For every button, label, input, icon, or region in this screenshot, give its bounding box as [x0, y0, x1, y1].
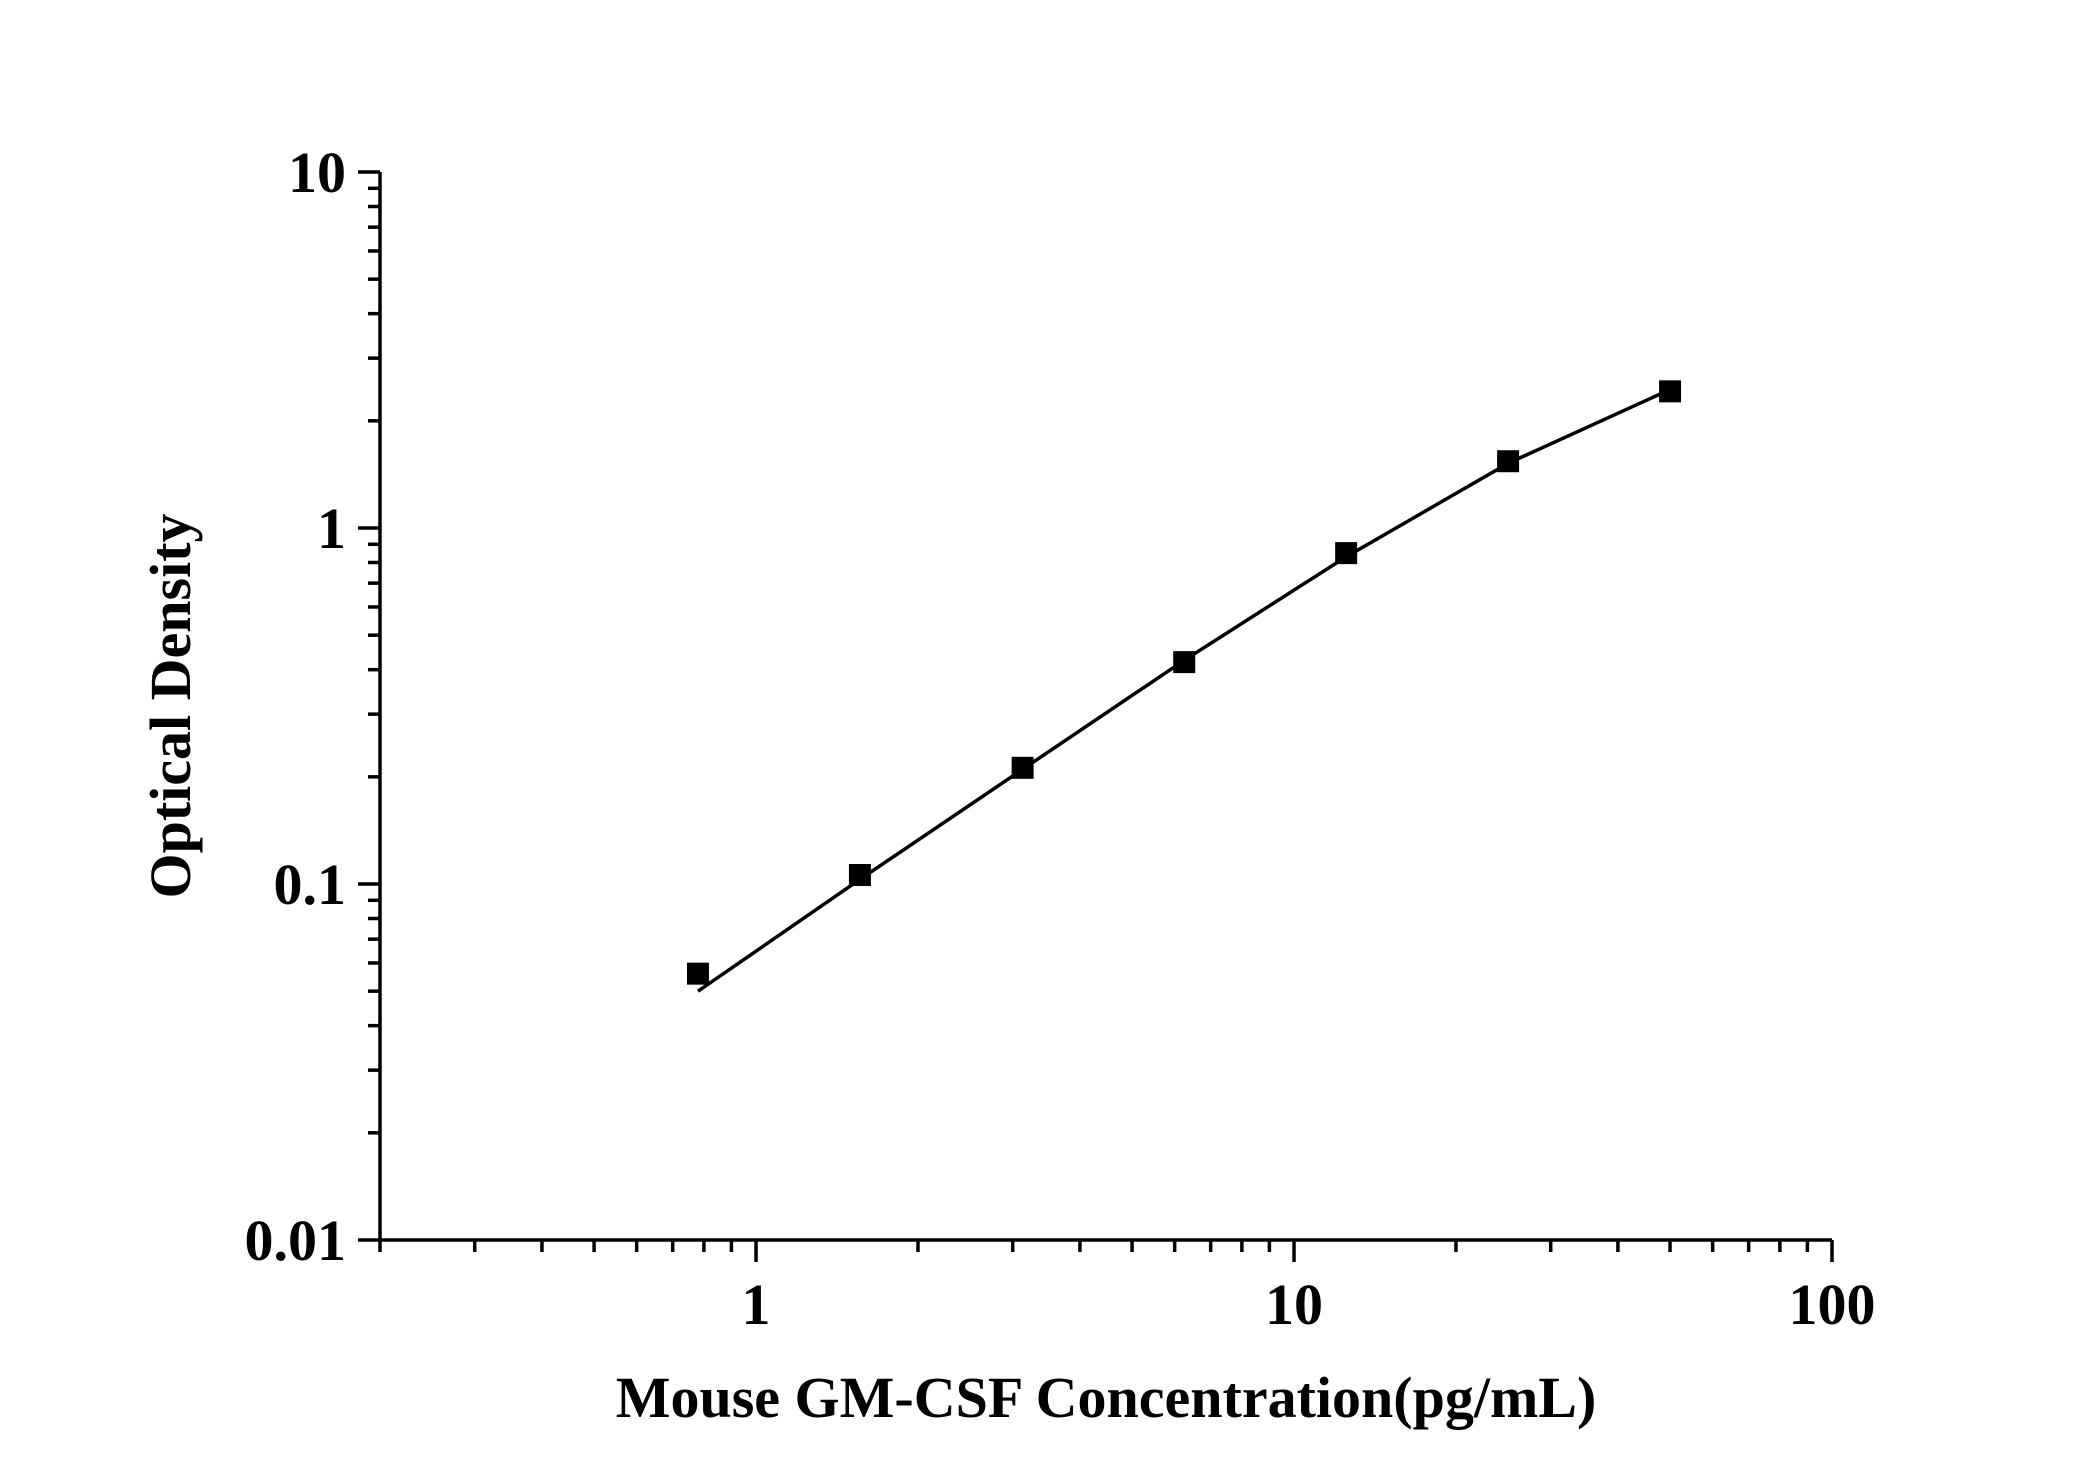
y-tick-label: 1: [317, 496, 346, 561]
fit-curve-layer: [697, 387, 1671, 993]
data-point: [686, 962, 709, 985]
data-point: [1173, 651, 1196, 674]
data-point: [1335, 542, 1358, 565]
x-tick-label: 1: [742, 1272, 771, 1337]
y-tick-label: 0.1: [274, 852, 347, 917]
fit-curve: [697, 387, 1671, 993]
data-points-layer: [686, 380, 1682, 985]
data-point: [848, 863, 871, 886]
y-tick-label: 10: [288, 140, 346, 205]
y-axis-title: Optical Density: [138, 513, 203, 898]
axes: 1 10 100 0.01 0.1 1 10: [245, 140, 1876, 1337]
x-tick-label: 10: [1265, 1272, 1323, 1337]
y-tick-label: 0.01: [245, 1208, 347, 1273]
data-point: [1659, 380, 1682, 403]
data-point: [1497, 450, 1520, 473]
x-tick-label: 100: [1789, 1272, 1876, 1337]
x-axis-title: Mouse GM-CSF Concentration(pg/mL): [616, 1365, 1597, 1430]
data-point: [1011, 756, 1034, 779]
